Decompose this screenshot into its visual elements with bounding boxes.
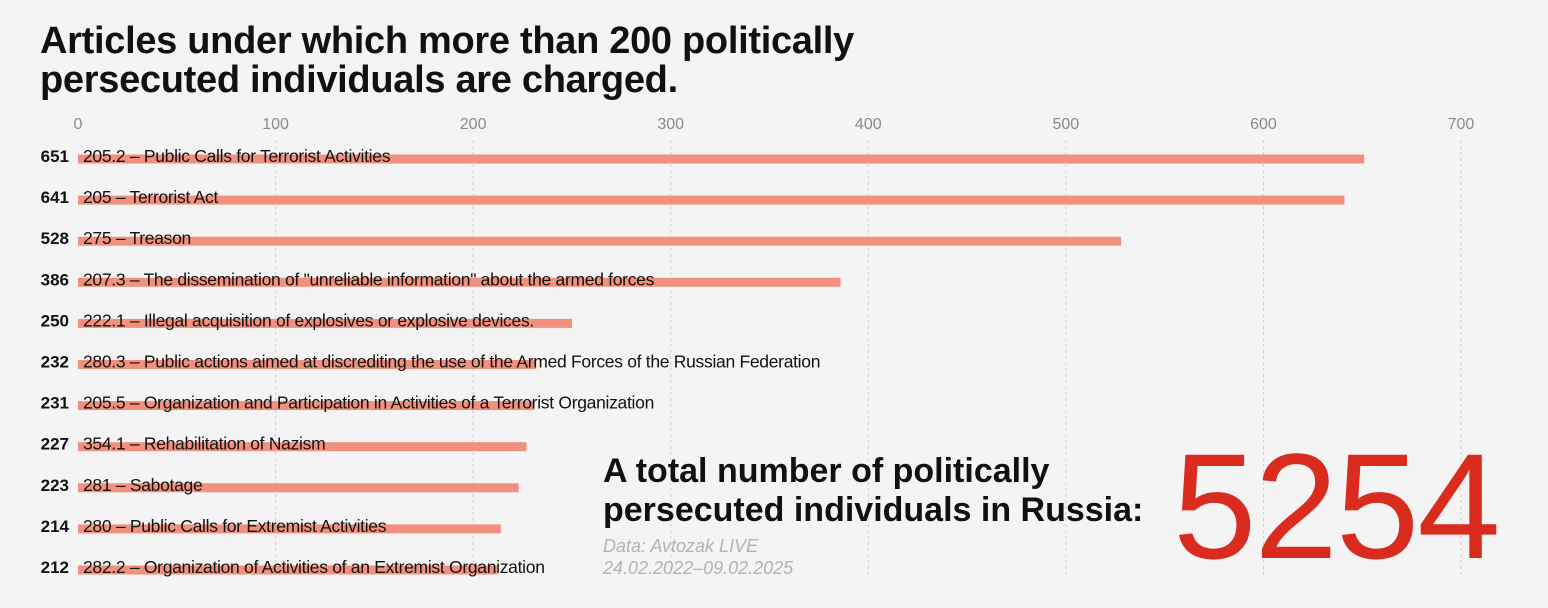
value-label: 651	[41, 147, 69, 166]
x-tick-label: 500	[1052, 116, 1079, 133]
bar	[78, 154, 1365, 164]
value-label: 227	[41, 435, 69, 454]
x-tick-label: 400	[855, 116, 882, 133]
category-label: 205.2 – Public Calls for Terrorist Activ…	[83, 146, 391, 166]
total-label: A total number of politically persecuted…	[603, 452, 1144, 529]
x-tick-label: 100	[262, 116, 289, 133]
category-label: 354.1 – Rehabilitation of Nazism	[83, 434, 325, 454]
value-label: 386	[41, 270, 69, 289]
bar	[78, 236, 1122, 246]
total-summary: A total number of politically persecuted…	[603, 426, 1543, 592]
category-label: 282.2 – Organization of Activities of an…	[83, 557, 545, 577]
category-label: 280.3 – Public actions aimed at discredi…	[83, 352, 820, 372]
bar	[78, 565, 497, 575]
value-label: 214	[41, 517, 70, 536]
chart-title: Articles under which more than 200 polit…	[40, 20, 854, 101]
category-label: 205.5 – Organization and Participation i…	[83, 393, 654, 413]
value-labels: 651 641 528 386 250 232 231 227 223 214 212	[41, 147, 70, 577]
value-label: 212	[41, 558, 69, 577]
bar	[78, 277, 841, 287]
x-tick-label: 600	[1250, 116, 1277, 133]
bar	[78, 442, 527, 452]
bar-labels: 205.2 – Public Calls for Terrorist Activ…	[83, 146, 820, 577]
grid-lines	[275, 140, 1462, 578]
bar	[78, 318, 572, 328]
value-label: 528	[41, 229, 69, 248]
bars	[78, 154, 1365, 575]
category-label: 207.3 – The dissemination of "unreliable…	[83, 269, 655, 289]
data-source: Data: Avtozak LIVE	[603, 536, 759, 556]
category-label: 222.1 – Illegal acquisition of explosive…	[83, 310, 534, 330]
category-label: 205 – Terrorist Act	[83, 187, 218, 207]
category-label: 275 – Treason	[83, 228, 191, 248]
value-label: 250	[41, 311, 69, 330]
value-label: 641	[41, 188, 69, 207]
x-tick-label: 200	[460, 116, 487, 133]
bar	[78, 360, 537, 369]
value-label: 232	[41, 353, 69, 372]
bar	[78, 401, 535, 411]
data-period: 24.02.2022–09.02.2025	[603, 558, 794, 578]
category-label: 280 – Public Calls for Extremist Activit…	[83, 516, 387, 536]
bar	[78, 524, 501, 534]
bar	[78, 483, 519, 493]
x-tick-label: 700	[1448, 116, 1475, 133]
x-axis-ticks: 0 100 200 300 400 500 600 700	[74, 116, 1475, 133]
x-tick-label: 0	[74, 116, 83, 133]
total-value: 5254	[1173, 422, 1501, 590]
category-label: 281 – Sabotage	[83, 475, 202, 495]
value-label: 223	[41, 476, 69, 495]
value-label: 231	[41, 394, 69, 413]
bar	[78, 195, 1345, 205]
x-tick-label: 300	[657, 116, 684, 133]
